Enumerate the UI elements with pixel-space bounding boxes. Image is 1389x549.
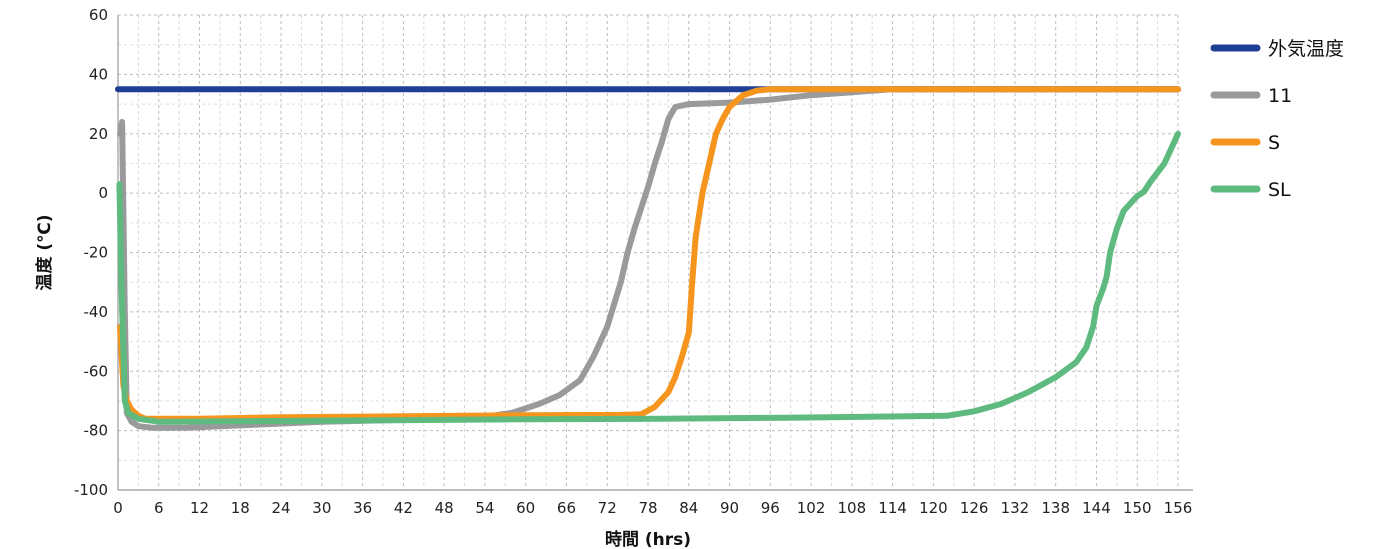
x-tick-label: 108 [838,499,867,517]
x-tick-label: 84 [679,499,698,517]
series-line-3 [116,130,1181,425]
x-tick-label: 12 [190,499,209,517]
x-tick-label: 54 [475,499,494,517]
y-tick-label: 0 [98,184,108,202]
series-line-2 [117,86,1181,422]
y-tick-label: -80 [84,422,109,440]
x-tick-label: 18 [231,499,250,517]
x-tick-label: 138 [1041,499,1070,517]
legend-label: SL [1268,179,1291,201]
y-tick-label: -40 [84,303,109,321]
x-tick-labels: 0 6 12 18 24 30 36 42 48 54 60 66 72 78 84 90 96 102 108 11… [113,499,1192,517]
x-tick-label: 60 [516,499,535,517]
x-tick-label: 120 [919,499,948,517]
x-tick-label: 24 [272,499,291,517]
x-tick-label: 48 [435,499,454,517]
y-tick-labels: -100 -80 -60 -40 -20 0 20 40 60 [74,6,108,499]
legend-label: S [1268,132,1280,154]
legend: 外気温度 11 S SL [1210,38,1344,201]
y-tick-label: 20 [89,125,108,143]
legend-label: 外気温度 [1268,38,1344,60]
x-tick-label: 66 [557,499,576,517]
y-tick-label: 40 [89,65,108,83]
x-tick-label: 42 [394,499,413,517]
x-tick-label: 72 [598,499,617,517]
gridlines [117,14,1179,491]
x-tick-label: 126 [960,499,989,517]
series-line-1 [117,86,1181,431]
x-tick-label: 0 [113,499,123,517]
x-tick-label: 90 [720,499,739,517]
x-tick-label: 150 [1123,499,1152,517]
x-tick-label: 144 [1082,499,1111,517]
legend-label: 11 [1268,85,1292,107]
x-tick-label: 156 [1164,499,1193,517]
series-lines [115,86,1181,431]
y-tick-label: -20 [84,244,109,262]
x-tick-label: 6 [154,499,164,517]
x-tick-label: 102 [797,499,826,517]
x-tick-label: 132 [1001,499,1030,517]
x-tick-label: 114 [878,499,907,517]
x-tick-label: 36 [353,499,372,517]
y-tick-label: -60 [84,362,109,380]
y-tick-label: -100 [74,481,108,499]
y-axis-title: 温度 (℃) [34,214,55,290]
y-tick-label: 60 [89,6,108,24]
x-axis-title: 時間 (hrs) [605,529,691,549]
x-tick-label: 30 [312,499,331,517]
x-tick-label: 78 [638,499,657,517]
x-tick-label: 96 [761,499,780,517]
